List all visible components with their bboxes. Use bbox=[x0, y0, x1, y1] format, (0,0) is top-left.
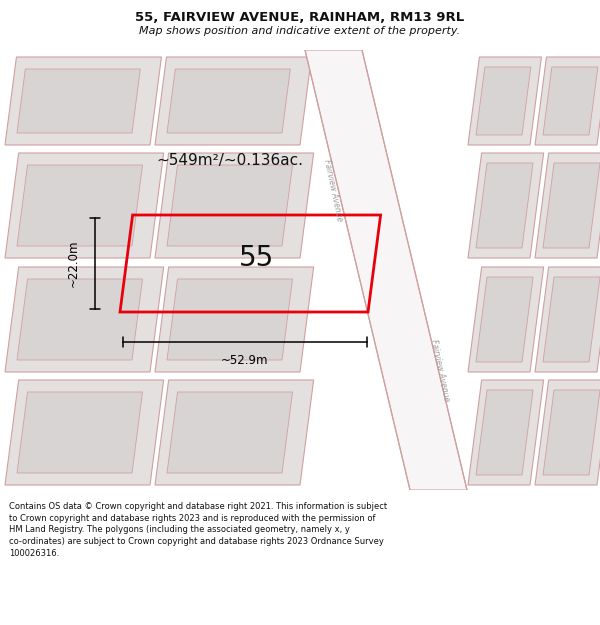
Polygon shape bbox=[17, 165, 143, 246]
Polygon shape bbox=[476, 67, 531, 135]
Polygon shape bbox=[305, 50, 467, 490]
Polygon shape bbox=[535, 380, 600, 485]
Polygon shape bbox=[167, 69, 290, 133]
Text: 55, FAIRVIEW AVENUE, RAINHAM, RM13 9RL: 55, FAIRVIEW AVENUE, RAINHAM, RM13 9RL bbox=[136, 11, 464, 24]
Polygon shape bbox=[5, 380, 164, 485]
Polygon shape bbox=[17, 392, 143, 473]
Polygon shape bbox=[535, 153, 600, 258]
Polygon shape bbox=[543, 163, 600, 248]
Polygon shape bbox=[17, 279, 143, 360]
Polygon shape bbox=[468, 153, 544, 258]
Polygon shape bbox=[5, 57, 161, 145]
Text: ~22.0m: ~22.0m bbox=[67, 240, 79, 288]
Polygon shape bbox=[476, 277, 533, 362]
Polygon shape bbox=[155, 57, 311, 145]
Polygon shape bbox=[167, 279, 293, 360]
Polygon shape bbox=[167, 392, 293, 473]
Polygon shape bbox=[476, 390, 533, 475]
Polygon shape bbox=[543, 67, 598, 135]
Polygon shape bbox=[167, 165, 293, 246]
Polygon shape bbox=[543, 390, 600, 475]
Polygon shape bbox=[468, 267, 544, 372]
Polygon shape bbox=[476, 163, 533, 248]
Text: Map shows position and indicative extent of the property.: Map shows position and indicative extent… bbox=[139, 26, 461, 36]
Text: ~549m²/~0.136ac.: ~549m²/~0.136ac. bbox=[157, 152, 304, 168]
Polygon shape bbox=[155, 153, 314, 258]
Polygon shape bbox=[17, 69, 140, 133]
Text: ~52.9m: ~52.9m bbox=[221, 354, 269, 366]
Polygon shape bbox=[535, 57, 600, 145]
Polygon shape bbox=[5, 267, 164, 372]
Polygon shape bbox=[155, 380, 314, 485]
Polygon shape bbox=[468, 380, 544, 485]
Polygon shape bbox=[535, 267, 600, 372]
Text: Contains OS data © Crown copyright and database right 2021. This information is : Contains OS data © Crown copyright and d… bbox=[9, 502, 387, 558]
Polygon shape bbox=[155, 267, 314, 372]
Polygon shape bbox=[5, 153, 164, 258]
Text: 55: 55 bbox=[239, 244, 274, 272]
Polygon shape bbox=[468, 57, 541, 145]
Text: Fairview Avenue: Fairview Avenue bbox=[322, 158, 344, 222]
Text: Fairview Avenue: Fairview Avenue bbox=[429, 338, 451, 402]
Polygon shape bbox=[543, 277, 600, 362]
